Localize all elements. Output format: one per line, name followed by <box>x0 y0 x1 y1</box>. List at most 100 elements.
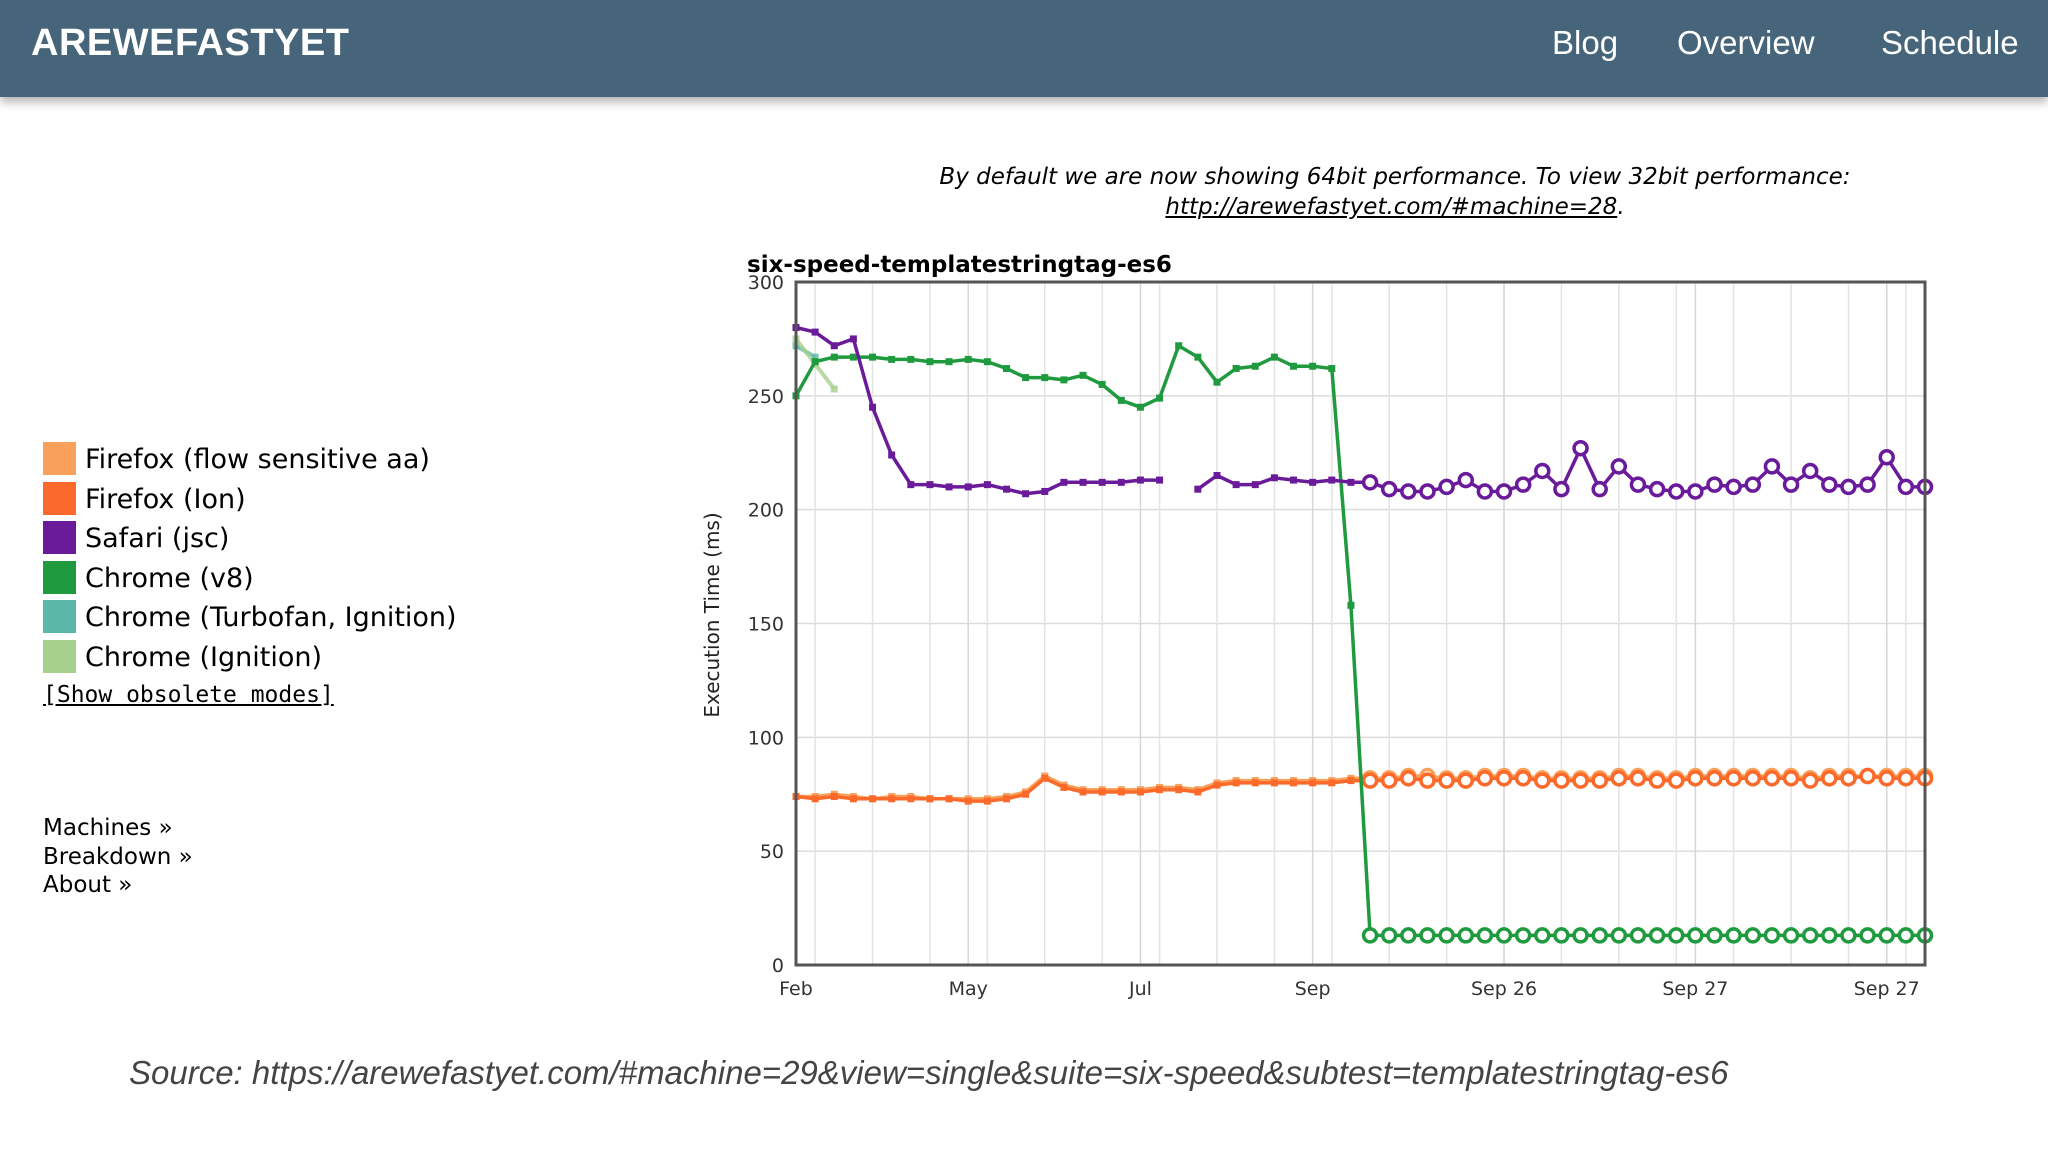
data-point <box>1572 439 1589 457</box>
data-point <box>1380 480 1398 498</box>
data-point <box>1419 772 1436 789</box>
machines-link[interactable]: Machines » <box>43 815 173 841</box>
data-point <box>1194 353 1202 361</box>
data-point <box>1175 342 1183 350</box>
data-point <box>1213 781 1221 789</box>
data-point <box>1667 927 1685 944</box>
source-caption: Source: https://arewefastyet.com/#machin… <box>129 1054 1729 1091</box>
nav-link-blog[interactable]: Blog <box>1552 24 1619 61</box>
data-point <box>1801 927 1819 944</box>
legend-label: Chrome (Turbofan, Ignition) <box>85 602 457 633</box>
nav-link-schedule[interactable]: Schedule <box>1881 24 2019 61</box>
x-tick-label: Sep <box>1295 978 1331 1000</box>
data-point <box>1136 403 1144 411</box>
data-point <box>907 795 915 803</box>
data-point <box>1290 779 1298 787</box>
nav-link-overview[interactable]: Overview <box>1677 24 1815 61</box>
data-point <box>926 481 934 489</box>
data-point <box>1476 483 1494 500</box>
data-point <box>1629 770 1647 787</box>
y-tick-label: 250 <box>748 386 784 408</box>
data-point <box>1591 927 1608 944</box>
data-point <box>983 481 991 489</box>
data-point <box>1706 927 1723 944</box>
data-point <box>1270 353 1278 361</box>
data-point <box>983 797 991 805</box>
data-point <box>1060 376 1068 384</box>
data-point <box>811 328 819 336</box>
notice-32bit-link[interactable]: http://arewefastyet.com/#machine=28 <box>1165 194 1618 220</box>
data-point <box>1648 772 1666 789</box>
data-point <box>1572 772 1589 789</box>
data-point <box>1098 478 1106 486</box>
series-line <box>795 325 1925 496</box>
y-tick-label: 150 <box>748 614 784 636</box>
data-point <box>1400 770 1417 787</box>
breakdown-link[interactable]: Breakdown » <box>43 844 193 870</box>
data-point <box>830 342 838 350</box>
y-tick-label: 50 <box>760 841 784 863</box>
legend-swatch <box>43 600 76 633</box>
data-point <box>1495 770 1513 787</box>
data-point <box>1610 770 1628 787</box>
data-point <box>1328 365 1336 373</box>
data-point <box>1782 927 1800 944</box>
y-axis-label: Execution Time (ms) <box>700 512 724 717</box>
x-tick-label: Jul <box>1128 978 1152 1000</box>
site-logo[interactable]: AREWEFASTYET <box>31 22 350 64</box>
data-point <box>1648 480 1666 498</box>
data-point <box>1725 478 1742 496</box>
data-point <box>830 385 838 393</box>
data-point <box>964 797 972 805</box>
data-point <box>1821 476 1838 493</box>
bitness-notice: By default we are now showing 64bit perf… <box>880 162 1910 222</box>
data-point <box>1534 462 1551 480</box>
data-point <box>1213 378 1221 386</box>
data-point <box>1347 777 1355 785</box>
data-point <box>1328 779 1336 787</box>
data-point <box>1801 772 1819 789</box>
data-point <box>1136 476 1144 484</box>
data-point <box>1667 772 1685 789</box>
chart-title: six-speed-templatestringtag-es6 <box>747 252 1172 278</box>
data-point <box>1744 476 1762 493</box>
legend-label: Firefox (flow sensitive aa) <box>85 444 430 475</box>
data-point <box>945 483 953 491</box>
data-point <box>811 358 819 366</box>
data-point <box>1687 483 1704 500</box>
legend-swatch <box>43 442 76 475</box>
data-point <box>1232 365 1240 373</box>
show-obsolete-modes-link[interactable]: [Show obsolete modes] <box>43 682 334 708</box>
notice-text: By default we are now showing 64bit perf… <box>939 164 1851 190</box>
data-point <box>1591 772 1608 789</box>
data-point <box>1821 770 1838 787</box>
chart-series <box>792 324 1934 944</box>
x-tick-label: Sep 27 <box>1662 978 1728 1000</box>
data-point <box>1534 772 1551 789</box>
data-point <box>1782 770 1800 787</box>
legend-swatch <box>43 639 76 673</box>
data-point <box>1002 365 1010 373</box>
data-point <box>1251 779 1259 787</box>
data-point <box>1232 481 1240 489</box>
data-point <box>1347 478 1355 486</box>
data-point <box>945 795 953 803</box>
data-point <box>1610 458 1628 475</box>
plot-frame <box>794 280 1927 967</box>
data-point <box>1117 478 1125 486</box>
data-point <box>1610 927 1628 944</box>
data-point <box>1457 772 1474 789</box>
data-point <box>964 483 972 491</box>
data-point <box>1002 485 1010 493</box>
execution-time-chart: 0 50 100 150 200 250 300 Feb May Jul Sep Sep 26 Sep … <box>700 252 1934 1000</box>
data-point <box>1763 458 1781 475</box>
about-link[interactable]: About » <box>43 872 133 898</box>
data-point <box>1859 927 1876 944</box>
data-point <box>1022 374 1030 382</box>
data-point <box>1897 927 1915 944</box>
data-point <box>1495 927 1513 944</box>
data-point <box>1098 380 1106 388</box>
data-point <box>1591 480 1608 498</box>
legend-label: Firefox (Ion) <box>85 483 246 515</box>
data-point <box>1878 770 1895 787</box>
